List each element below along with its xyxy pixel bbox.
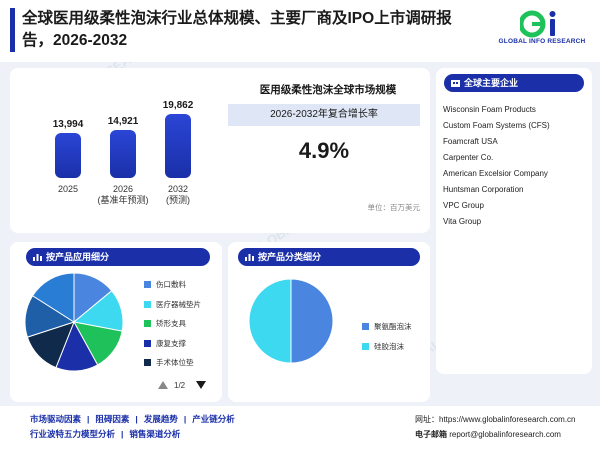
legend-label: 手术体位垫	[156, 358, 194, 367]
bar-value-label: 13,994	[52, 119, 84, 131]
bar-category-label: 2026 (基准年预测)	[97, 184, 149, 205]
chart-icon	[33, 254, 42, 261]
product-title: 按产品分类细分	[258, 252, 322, 262]
footer-link[interactable]: 产业链分析	[192, 414, 235, 424]
legend-swatch	[362, 342, 369, 350]
footer-links: 市场驱动因素 | 阻碍因素 | 发展趋势 | 产业链分析 行业波特五力模型分析 | 销售渠道分析	[30, 412, 410, 442]
contact-info: 网址：https://www.globalinforesearch.com.cn…	[415, 412, 600, 442]
company-item: American Excelsior Company	[443, 169, 548, 178]
product-card: 按产品分类细分 聚氨酯泡沫硅胶泡沫	[228, 242, 430, 402]
application-pie-chart	[24, 272, 124, 372]
bar-2032	[165, 114, 191, 178]
bar-category-label: 2032 (预测)	[166, 184, 190, 205]
website-label: 网址：	[415, 415, 439, 424]
email-label: 电子邮箱	[415, 430, 447, 439]
link-separator: |	[135, 414, 138, 424]
chart-icon	[245, 254, 254, 261]
market-title: 医用级柔性泡沫全球市场规模	[259, 84, 397, 96]
footer-link[interactable]: 行业波特五力模型分析	[30, 429, 116, 439]
legend-swatch	[144, 300, 151, 308]
link-separator: |	[121, 429, 124, 439]
company-item: Foamcraft USA	[443, 137, 498, 146]
legend-swatch	[144, 339, 151, 347]
application-card: 按产品应用细分 伤口敷料医疗器械垫片 矫形支具康复支撑手术体位垫 1/2	[10, 242, 222, 402]
company-item: Huntsman Corporation	[443, 185, 524, 194]
title-accent-bar	[10, 8, 15, 52]
legend-swatch	[144, 359, 151, 366]
legend-swatch	[144, 281, 151, 288]
legend-item[interactable]: 矫形支具	[144, 319, 222, 339]
footer-link[interactable]: 阻碍因素	[95, 414, 130, 424]
cagr-value: 4.9%	[298, 138, 350, 163]
logo-text: GLOBAL INFO RESEARCH	[498, 38, 586, 45]
companies-card: 全球主要企业 Wisconsin Foam Products Custom Foa…	[436, 68, 592, 374]
companies-header: 全球主要企业	[444, 74, 584, 92]
application-legend: 伤口敷料医疗器械垫片 矫形支具康复支撑手术体位垫	[144, 280, 222, 378]
legend-item[interactable]: 聚氨酯泡沫	[362, 322, 428, 342]
market-bar-chart: 13,994 2025 14,921 2026 (基准年预测) 19,862 2032 (预测…	[10, 68, 220, 233]
page-down-icon[interactable]	[196, 381, 206, 389]
legend-label: 矫形支具	[156, 319, 186, 328]
legend-label: 硅胶泡沫	[374, 341, 404, 351]
pie-slice[interactable]	[248, 278, 292, 364]
legend-label: 康复支撑	[156, 338, 186, 348]
link-separator: |	[183, 414, 187, 424]
legend-item[interactable]: 硅胶泡沫	[362, 342, 428, 362]
legend-label: 聚氨酯泡沫	[374, 322, 412, 331]
company-item: Wisconsin Foam Products	[443, 105, 536, 114]
bar-value-label: 14,921	[107, 116, 139, 128]
bar-value-label: 19,862	[162, 100, 194, 112]
bar-category-label: 2025	[57, 184, 79, 194]
link-separator: |	[87, 414, 90, 424]
logo-mark-icon	[520, 10, 556, 38]
legend-label: 医疗器械垫片	[156, 299, 201, 309]
company-item: Carpenter Co.	[443, 153, 494, 162]
application-header: 按产品应用细分	[26, 248, 210, 266]
company-list: Wisconsin Foam Products Custom Foam Syste…	[443, 102, 588, 230]
page-indicator: 1/2	[174, 381, 186, 390]
legend-item[interactable]: 手术体位垫	[144, 358, 222, 378]
report-header: 全球医用级柔性泡沫行业总体规模、主要厂商及IPO上市调研报告，2026-2032…	[0, 0, 600, 62]
companies-title: 全球主要企业	[464, 78, 519, 88]
company-item: Vita Group	[443, 217, 482, 226]
website-link[interactable]: https://www.globalinforesearch.com.cn	[439, 415, 576, 424]
legend-item[interactable]: 医疗器械垫片	[144, 300, 222, 320]
legend-swatch	[144, 320, 151, 327]
pie-slice[interactable]	[290, 278, 334, 364]
pie-slice[interactable]	[31, 272, 75, 323]
email-link[interactable]: report@globalinforesearch.com	[449, 430, 561, 439]
market-size-card: 13,994 2025 14,921 2026 (基准年预测) 19,862 2032 (预测…	[10, 68, 430, 233]
company-item: VPC Group	[443, 201, 484, 210]
legend-label: 伤口敷料	[156, 280, 186, 289]
building-icon	[451, 80, 460, 87]
bar-2026	[110, 130, 136, 178]
unit-label: 单位：百万美元	[367, 203, 421, 212]
company-item: Custom Foam Systems (CFS)	[443, 121, 550, 130]
footer-link[interactable]: 发展趋势	[143, 414, 178, 424]
bar-2025	[55, 133, 81, 178]
legend-swatch	[362, 323, 369, 330]
cagr-label: 2026-2032年复合增长率	[228, 104, 420, 126]
report-footer: 市场驱动因素 | 阻碍因素 | 发展趋势 | 产业链分析 行业波特五力模型分析 | 销售渠道分析…	[0, 406, 600, 466]
footer-link[interactable]: 市场驱动因素	[30, 414, 82, 424]
company-logo: GLOBAL INFO RESEARCH	[492, 10, 592, 50]
product-header: 按产品分类细分	[238, 248, 420, 266]
legend-item[interactable]: 康复支撑	[144, 339, 222, 359]
product-legend: 聚氨酯泡沫 硅胶泡沫	[362, 322, 428, 361]
legend-item[interactable]: 伤口敷料	[144, 280, 222, 300]
page-up-icon[interactable]	[158, 381, 168, 389]
footer-link[interactable]: 销售渠道分析	[129, 429, 181, 439]
product-pie-chart	[248, 278, 334, 364]
application-title: 按产品应用细分	[46, 252, 110, 262]
report-title: 全球医用级柔性泡沫行业总体规模、主要厂商及IPO上市调研报告，2026-2032	[22, 10, 452, 49]
